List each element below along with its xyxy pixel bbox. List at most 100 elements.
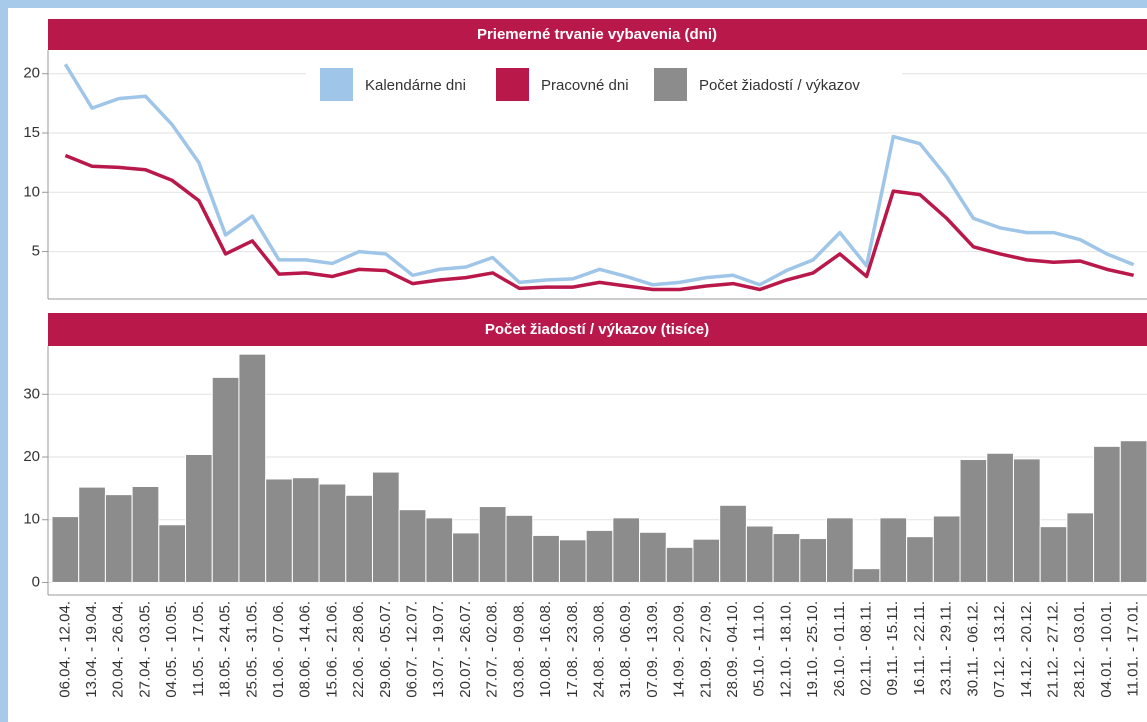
x-tick-label: 03.08. - 09.08. — [510, 601, 527, 698]
bar — [612, 517, 641, 583]
title-bar — [48, 19, 1147, 50]
x-tick-label: 05.10. - 11.10. — [751, 601, 768, 697]
legend: Kalendárne dni Pracovné dni Počet žiadostí… — [306, 60, 902, 106]
legend-label: Počet žiadostí / výkazov — [699, 77, 860, 94]
x-tick-label: 27.04. - 03.05. — [136, 601, 153, 698]
y-tick-label: 5 — [32, 243, 40, 260]
x-tick-label: 13.04. - 19.04. — [83, 601, 100, 698]
bar — [986, 452, 1014, 583]
bar — [799, 538, 828, 583]
x-tick-label: 06.07. - 12.07. — [404, 601, 421, 698]
x-tick-label: 10.08. - 16.08. — [537, 601, 554, 698]
x-tick-label: 20.04. - 26.04. — [110, 601, 127, 698]
bar — [959, 459, 988, 583]
y-tick-label: 10 — [23, 183, 40, 200]
x-tick-label: 21.12. - 27.12. — [1044, 601, 1061, 698]
x-tick-label: 06.04. - 12.04. — [56, 601, 73, 698]
x-tick-label: 09.11. - 15.11. — [884, 601, 901, 696]
y-tick-label: 30 — [23, 385, 40, 402]
title-bar — [48, 313, 1147, 346]
y-tick-label: 20 — [23, 65, 40, 82]
bar — [1039, 526, 1068, 583]
panel-background — [8, 8, 1147, 722]
bar — [879, 517, 908, 583]
bar — [425, 517, 454, 583]
x-tick-label: 02.11. - 08.11. — [858, 601, 875, 696]
bar — [51, 516, 80, 583]
x-tick-label: 11.05. - 17.05. — [190, 601, 207, 697]
bar — [1119, 440, 1147, 583]
y-tick-label: 10 — [23, 511, 40, 528]
bar — [398, 509, 427, 583]
x-tick-label: 25.05. - 31.05. — [243, 601, 260, 698]
bar — [745, 525, 774, 583]
chart-title: Počet žiadostí / výkazov (tisíce) — [485, 321, 709, 338]
bar — [478, 506, 507, 583]
x-tick-label: 28.12. - 03.01. — [1071, 601, 1088, 698]
x-tick-label: 12.10. - 18.10. — [777, 601, 794, 698]
x-tick-label: 28.09. - 04.10. — [724, 601, 741, 698]
plot-layer: 5 10 15 20 0 10 20 30 06.04. - 12.04. 13.04. - 19… — [23, 50, 1147, 698]
x-tick-label: 21.09. - 27.09. — [697, 601, 714, 698]
x-tick-label: 08.06. - 14.06. — [297, 601, 314, 698]
x-tick-label: 24.08. - 30.08. — [590, 601, 607, 698]
x-tick-label: 23.11. - 29.11. — [938, 601, 955, 696]
bar — [906, 536, 934, 583]
bar — [158, 524, 187, 583]
y-tick-label: 20 — [23, 448, 40, 465]
x-tick-label: 04.05. - 10.05. — [163, 601, 180, 698]
x-tick-label: 14.09. - 20.09. — [671, 601, 688, 698]
bar — [345, 494, 373, 583]
bar — [639, 531, 667, 583]
bar — [185, 454, 213, 583]
x-tick-label: 17.08. - 23.08. — [564, 601, 581, 698]
bar — [452, 532, 480, 583]
x-tick-label: 04.01. - 10.01. — [1098, 601, 1115, 698]
x-tick-label: 16.11. - 22.11. — [911, 601, 928, 696]
x-tick-label: 18.05. - 24.05. — [217, 601, 234, 698]
x-tick-label: 07.12. - 13.12. — [991, 601, 1008, 698]
legend-box — [306, 60, 902, 106]
bar — [238, 353, 267, 583]
bar — [211, 376, 240, 583]
bar — [371, 471, 400, 583]
bar — [826, 517, 854, 583]
x-tick-label: 29.06. - 05.07. — [377, 601, 394, 698]
y-tick-label: 15 — [23, 124, 40, 141]
bar — [318, 483, 347, 583]
bar — [692, 538, 721, 583]
bar — [719, 504, 747, 583]
legend-swatch — [496, 68, 529, 101]
x-tick-label: 26.10. - 01.11. — [831, 601, 848, 697]
line-series — [64, 153, 1135, 292]
bar — [1093, 445, 1121, 583]
bar — [772, 533, 801, 583]
x-tick-label: 14.12. - 20.12. — [1018, 601, 1035, 698]
bar — [265, 478, 293, 583]
bar — [1066, 512, 1095, 583]
bar — [505, 514, 534, 583]
x-tick-label: 13.07. - 19.07. — [430, 601, 447, 698]
legend-swatch — [654, 68, 687, 101]
bar — [104, 494, 133, 583]
chart-title: Priemerné trvanie vybavenia (dni) — [477, 26, 717, 43]
x-tick-label: 19.10. - 25.10. — [804, 601, 821, 698]
legend-label: Kalendárne dni — [365, 77, 466, 94]
x-tick-label: 27.07. - 02.08. — [484, 601, 501, 698]
bar — [131, 485, 160, 583]
bar — [852, 568, 881, 583]
x-tick-label: 11.01. - 17.01. — [1125, 601, 1142, 697]
bar — [665, 546, 694, 583]
x-tick-label: 01.06. - 07.06. — [270, 601, 287, 698]
bar — [78, 486, 106, 583]
x-tick-label: 15.06. - 21.06. — [323, 601, 340, 698]
legend-swatch — [320, 68, 353, 101]
x-tick-label: 20.07. - 26.07. — [457, 601, 474, 698]
legend-label: Pracovné dni — [541, 77, 629, 94]
bar — [1012, 458, 1041, 583]
bar — [291, 477, 320, 583]
bar — [585, 529, 614, 583]
bar — [932, 515, 961, 583]
bar — [532, 534, 560, 583]
